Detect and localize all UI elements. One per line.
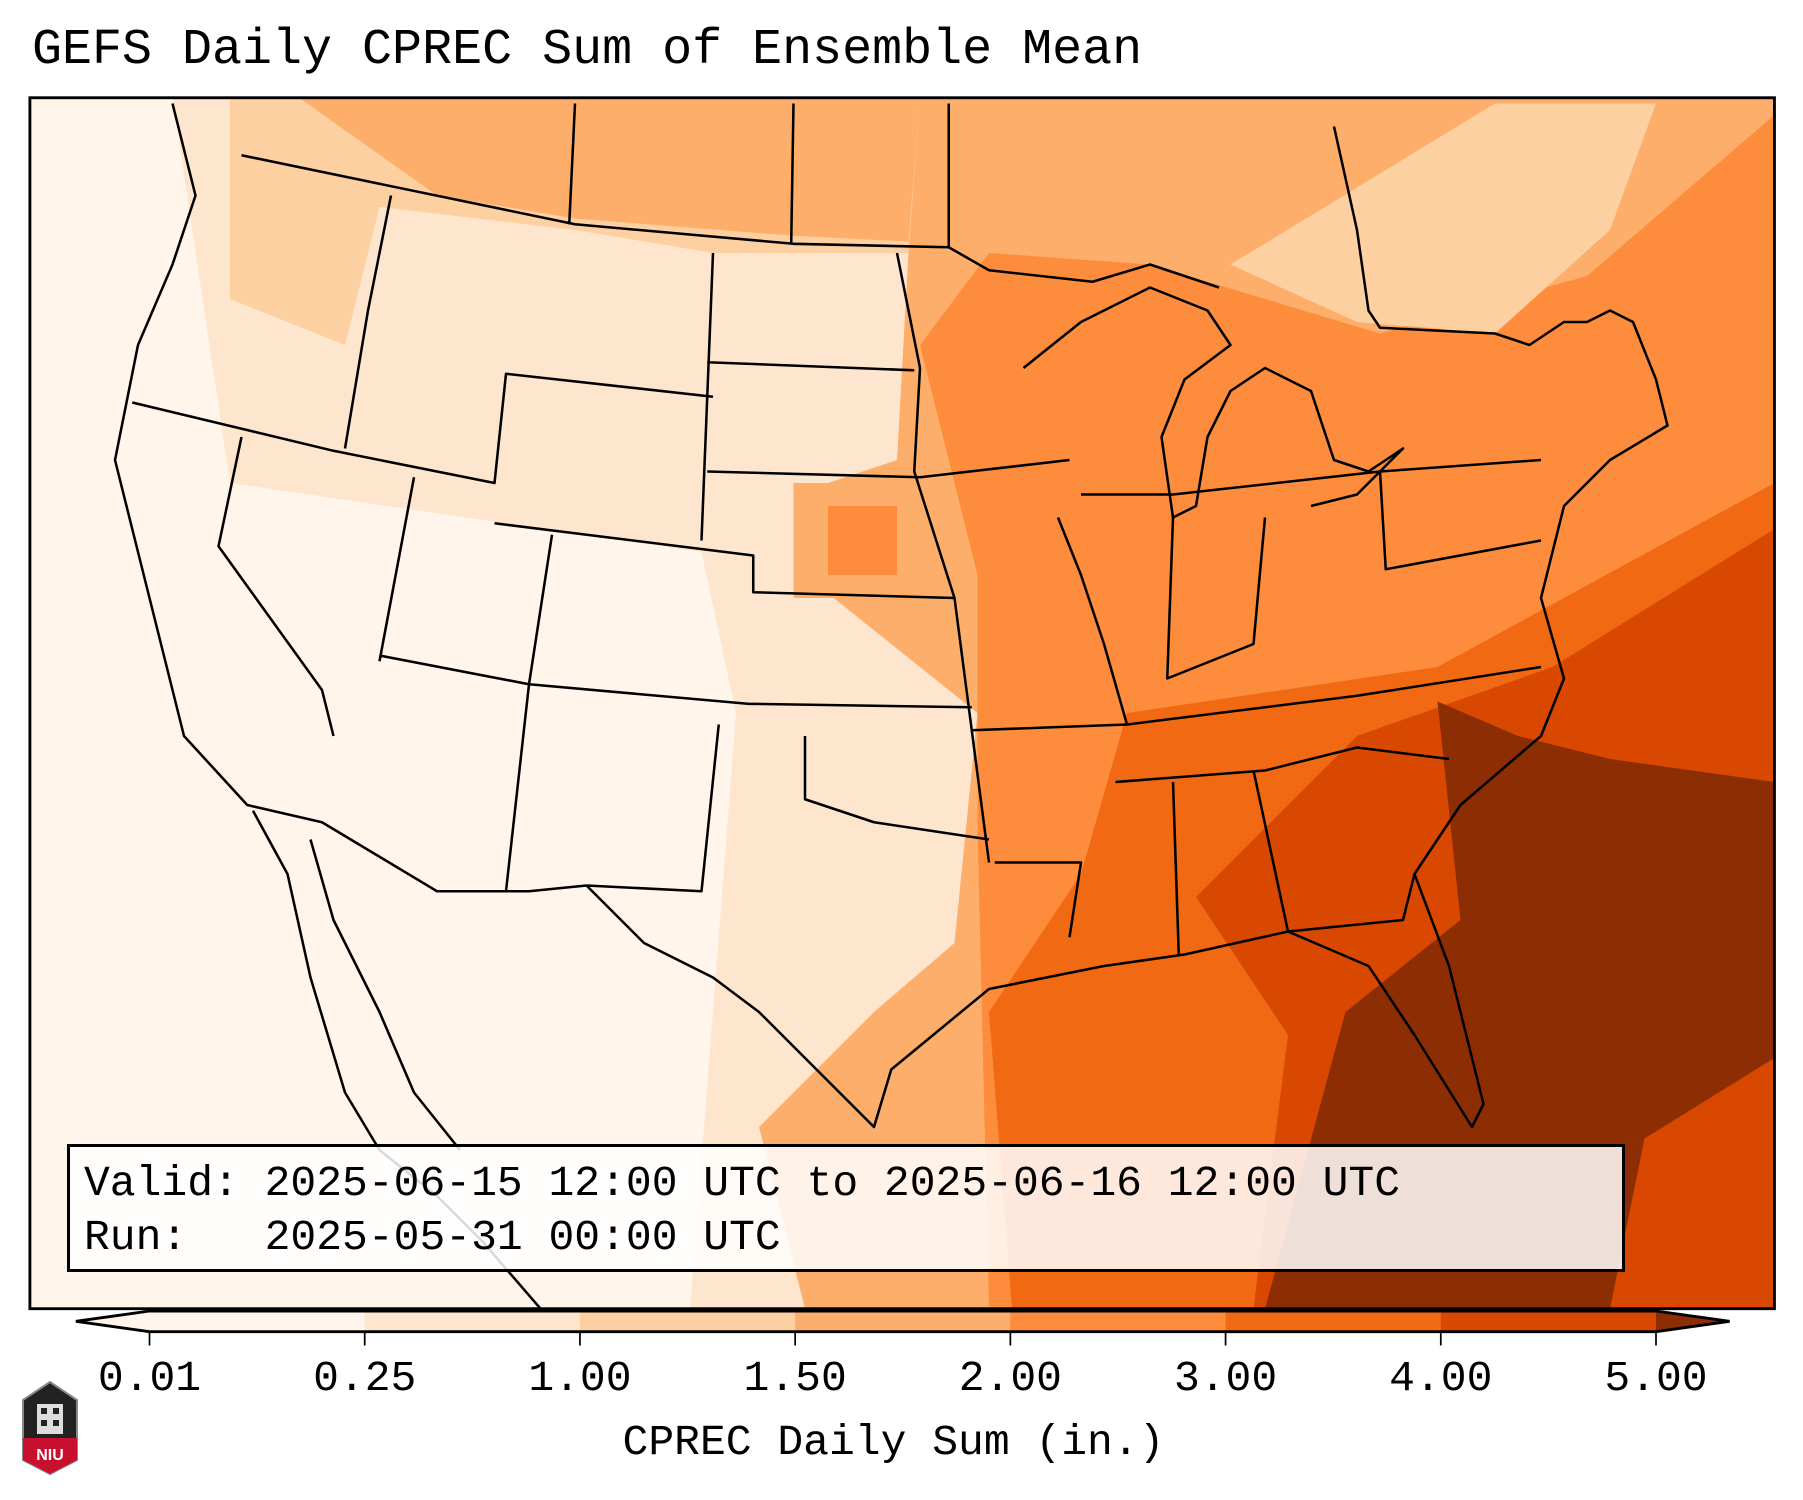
niu-logo: NIU [22, 1380, 78, 1476]
state-line [131, 372, 714, 485]
state-line [217, 436, 335, 737]
state-line [1165, 517, 1267, 680]
colorbar-segment [364, 1311, 581, 1332]
state-line [789, 103, 795, 244]
state-line [494, 521, 991, 863]
state-line [700, 252, 715, 541]
chart-title: GEFS Daily CPREC Sum of Ensemble Mean [32, 22, 1143, 79]
valid-run-info-box: Valid: 2025-06-15 12:00 UTC to 2025-06-1… [67, 1144, 1625, 1272]
state-line [1056, 517, 1129, 725]
colorbar-segment [149, 1311, 366, 1332]
colorbar-tick-label: 2.00 [958, 1354, 1062, 1403]
state-line [504, 534, 554, 892]
colorbar-segment [1225, 1311, 1442, 1332]
state-line [971, 665, 1542, 732]
colorbar-tick-label: 1.50 [743, 1354, 847, 1403]
colorbar [75, 1309, 1730, 1346]
state-line [343, 195, 393, 449]
state-line [1080, 458, 1542, 496]
state-line [707, 458, 1070, 479]
state-line [586, 724, 721, 893]
state-line [1378, 471, 1542, 571]
colorbar-segment [1440, 1311, 1657, 1332]
state-line [1252, 770, 1416, 933]
colorbar-tick-label: 1.00 [528, 1354, 632, 1403]
colorbar-segment [795, 1311, 1011, 1332]
colorbar-tick-label: 0.25 [313, 1354, 417, 1403]
state-line [1115, 746, 1450, 784]
us-border [113, 103, 1669, 1129]
state-line [378, 477, 416, 662]
state-line [994, 861, 1083, 938]
state-line [1171, 781, 1181, 955]
state-line [567, 103, 577, 225]
svg-text:NIU: NIU [36, 1447, 64, 1464]
run-time: Run: 2025-05-31 00:00 UTC [84, 1213, 781, 1262]
precip-level-1.50 [299, 97, 920, 242]
colorbar-tick-label: 4.00 [1389, 1354, 1493, 1403]
precip-level-0.01 [29, 97, 736, 1309]
precip-field [29, 97, 1775, 1309]
baja [309, 839, 461, 1151]
precip-level-2.00 [828, 506, 897, 575]
precip-level-1.00 [1230, 103, 1656, 334]
colorbar-extend-low [75, 1311, 150, 1332]
boundaries [113, 103, 1669, 1310]
state-line [379, 654, 972, 709]
state-line [895, 252, 956, 599]
colorbar-label: CPREC Daily Sum (in.) [622, 1418, 1165, 1467]
colorbar-tick-label: 3.00 [1173, 1354, 1278, 1403]
colorbar-tick-label: 0.01 [97, 1354, 202, 1403]
map-frame [28, 96, 1776, 1311]
state-line [707, 360, 915, 372]
canada-border [241, 154, 1220, 289]
colorbar-tick-label: 5.00 [1604, 1354, 1708, 1403]
great-lakes [1022, 286, 1405, 519]
colorbar-segment [579, 1311, 796, 1332]
state-line [803, 735, 990, 841]
valid-time: Valid: 2025-06-15 12:00 UTC to 2025-06-1… [84, 1159, 1401, 1208]
colorbar-segment [1010, 1311, 1227, 1332]
colorbar-extend-high [1656, 1311, 1730, 1332]
